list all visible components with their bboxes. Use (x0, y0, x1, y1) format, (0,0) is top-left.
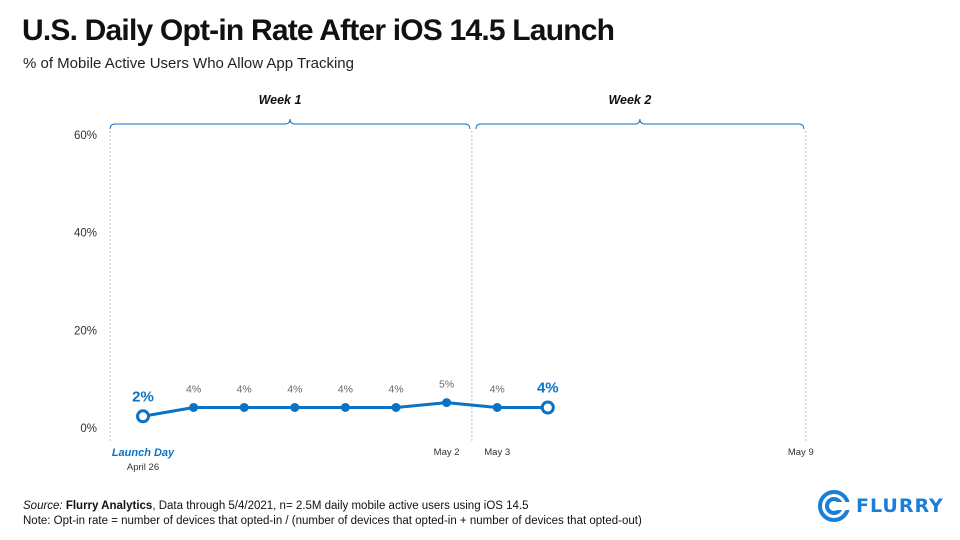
week-brace (109, 118, 471, 130)
data-point (340, 402, 350, 412)
source-details: , Data through 5/4/2021, n= 2.5M daily m… (152, 500, 529, 512)
data-point (290, 402, 300, 412)
x-label-date: May 9 (788, 447, 814, 458)
data-label-emphasized: 2% (132, 388, 154, 405)
y-tick-label: 0% (80, 423, 97, 435)
data-label: 4% (287, 383, 302, 395)
x-label-launch-day: Launch Day (112, 447, 175, 459)
week-label: Week 2 (608, 93, 651, 107)
source-line: Source: Flurry Analytics, Data through 5… (23, 499, 642, 514)
flurry-logo-text: FLURRY (856, 495, 944, 517)
week-label: Week 1 (259, 93, 302, 107)
data-point (239, 402, 249, 412)
source-note: Source: Flurry Analytics, Data through 5… (23, 499, 642, 529)
x-label-date: May 3 (484, 447, 510, 458)
data-point (492, 402, 502, 412)
data-label: 5% (439, 379, 454, 391)
source-name: Flurry Analytics (65, 500, 153, 512)
methodology-note: Note: Opt-in rate = number of devices th… (23, 515, 642, 527)
line-chart: 0% 20% 40% 60% Week 1 Week 2 2% 4% 4% 4% 4% 4% 5% 4% 4… (74, 93, 814, 473)
flurry-logo-icon (818, 490, 850, 522)
data-label-emphasized: 4% (537, 379, 559, 396)
chart-title: U.S. Daily Opt-in Rate After iOS 14.5 La… (22, 14, 615, 47)
data-point (189, 402, 199, 412)
flurry-logo: FLURRY (818, 490, 944, 522)
data-point (391, 402, 401, 412)
data-label: 4% (490, 383, 505, 395)
data-label: 4% (237, 383, 252, 395)
data-point-emphasized (540, 400, 555, 415)
data-label: 4% (186, 383, 201, 395)
y-tick-label: 40% (74, 228, 97, 240)
week-brace (475, 118, 805, 130)
y-tick-label: 20% (74, 325, 97, 337)
data-point-emphasized (136, 409, 150, 424)
y-tick-label: 60% (74, 130, 97, 142)
chart-subtitle: % of Mobile Active Users Who Allow App T… (23, 55, 354, 72)
data-label: 4% (388, 383, 403, 395)
data-point (442, 398, 452, 408)
x-label-date: April 26 (127, 462, 159, 473)
x-label-date: May 2 (434, 447, 460, 458)
data-label: 4% (338, 383, 353, 395)
source-prefix: Source: (23, 500, 66, 512)
